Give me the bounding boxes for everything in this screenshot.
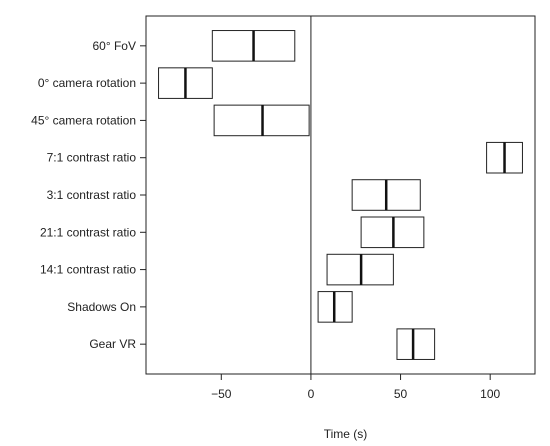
- x-tick-label-0: −50: [211, 387, 232, 401]
- y-tick-label-3: 7:1 contrast ratio: [47, 151, 137, 165]
- y-tick-label-4: 3:1 contrast ratio: [47, 188, 137, 202]
- x-tick-label-2: 50: [394, 387, 408, 401]
- y-tick-label-7: Shadows On: [67, 300, 136, 314]
- boxes-layer: [158, 30, 523, 360]
- y-tick-label-1: 0° camera rotation: [38, 76, 136, 90]
- y-tick-label-8: Gear VR: [89, 337, 136, 351]
- box-8: [396, 328, 436, 360]
- y-tick-label-0: 60° FoV: [93, 39, 137, 53]
- x-axis-title: Time (s): [324, 427, 368, 441]
- y-tick-label-2: 45° camera rotation: [31, 113, 136, 127]
- x-tick-label-1: 0: [308, 387, 315, 401]
- x-axis-ticks: −50 0 50 100: [211, 374, 501, 401]
- y-tick-label-6: 14:1 contrast ratio: [40, 263, 136, 277]
- x-tick-label-3: 100: [480, 387, 500, 401]
- y-tick-labels: 60° FoV 0° camera rotation 45° camera rota…: [31, 39, 146, 351]
- y-tick-label-5: 21:1 contrast ratio: [40, 225, 136, 239]
